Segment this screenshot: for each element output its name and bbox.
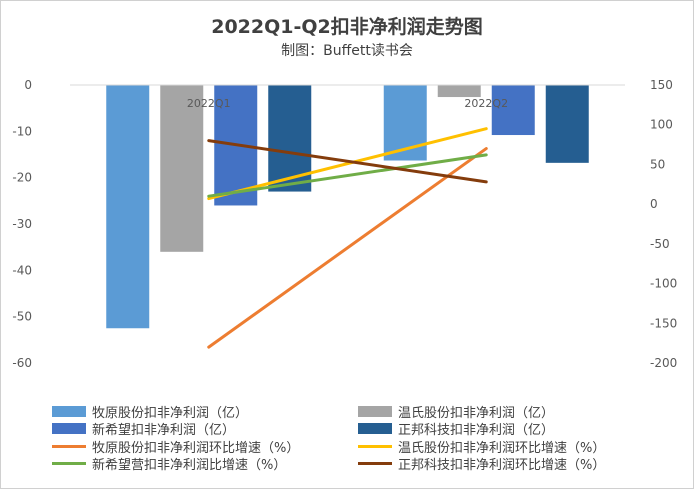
left-axis-tick-label: 0	[24, 78, 32, 92]
line-series-1	[207, 147, 488, 349]
legend-item: 温氏股份扣非净利润（亿）	[358, 403, 555, 421]
legend-label: 温氏股份扣非净利润环比增速（%）	[398, 440, 606, 456]
chart-title: 2022Q1-Q2扣非净利润走势图	[211, 16, 483, 38]
legend-label: 新希望扣非净利润（亿）	[92, 423, 236, 438]
bar-2-2022Q2	[437, 85, 481, 98]
legend-swatch	[358, 405, 392, 417]
legend-item: 牧原股份扣非净利润环比增速（%）	[52, 438, 300, 456]
bar-3-2022Q2	[491, 85, 535, 136]
right-axis-tick-label: 0	[650, 197, 658, 211]
left-axis-tick-label: -20	[12, 171, 32, 185]
legend-swatch	[358, 462, 392, 465]
bar-1-2022Q1	[106, 85, 150, 329]
legend-swatch	[52, 444, 86, 448]
left-axis-tick-label: -50	[12, 310, 32, 324]
right-axis-tick-label: -100	[650, 277, 677, 291]
line-series-2	[207, 127, 488, 201]
line-series-3	[207, 153, 488, 198]
legend-label: 新希望营扣非净利润比增速（%）	[92, 458, 287, 473]
legend-item: 新希望扣非净利润（亿）	[52, 421, 236, 438]
bar-4-2022Q2	[545, 85, 589, 163]
chart-subtitle: 制图：Buffett读书会	[281, 43, 413, 59]
right-axis-tick-label: 50	[650, 157, 665, 171]
legend-swatch	[52, 423, 86, 434]
legend-label: 牧原股份扣非净利润环比增速（%）	[92, 440, 300, 456]
legend-item: 正邦科技扣非净利润（亿）	[358, 421, 555, 438]
right-axis-tick-label: -50	[650, 237, 670, 251]
legend-swatch	[52, 405, 86, 417]
bar-2-2022Q1	[160, 85, 204, 252]
legend-swatch	[52, 462, 86, 465]
legend-item: 新希望营扣非净利润比增速（%）	[52, 456, 287, 473]
legend-label: 正邦科技扣非净利润（亿）	[398, 423, 555, 438]
legend-label: 牧原股份扣非净利润（亿）	[92, 405, 249, 421]
right-axis-tick-label: 150	[650, 78, 673, 92]
legend-item: 正邦科技扣非净利润环比增速（%）	[358, 456, 606, 473]
legend-item: 牧原股份扣非净利润（亿）	[52, 403, 249, 421]
right-axis-tick-label: -150	[650, 316, 677, 330]
left-axis-tick-label: -60	[12, 356, 32, 370]
legend-label: 正邦科技扣非净利润环比增速（%）	[398, 458, 606, 473]
line-series-4	[207, 139, 488, 184]
legend-label: 温氏股份扣非净利润（亿）	[398, 405, 555, 421]
category-label: 2022Q1	[187, 97, 231, 110]
left-axis-tick-label: -10	[12, 124, 32, 138]
category-label: 2022Q2	[464, 97, 508, 110]
legend-item: 温氏股份扣非净利润环比增速（%）	[358, 438, 606, 456]
left-axis-tick-label: -30	[12, 217, 32, 231]
legend-swatch	[358, 444, 392, 448]
right-axis-tick-label: -200	[650, 356, 677, 370]
left-axis-tick-label: -40	[12, 263, 32, 277]
right-axis-tick-label: 100	[650, 118, 673, 132]
legend-swatch	[358, 423, 392, 434]
